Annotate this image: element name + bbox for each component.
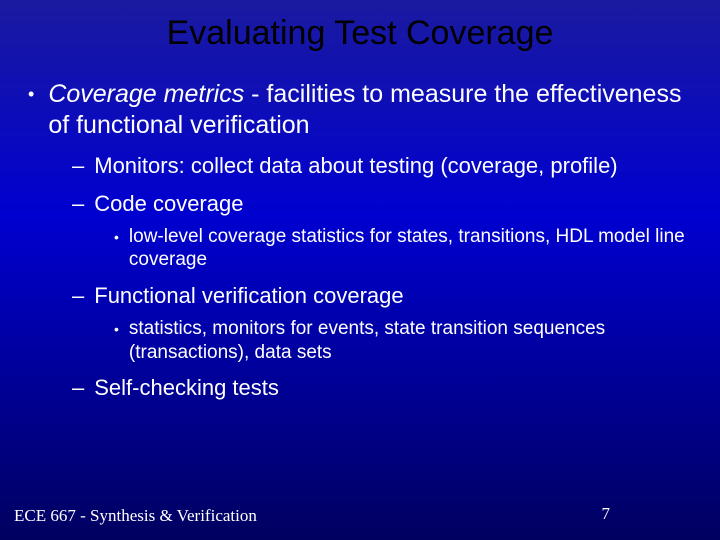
bullet-level2-item: – Monitors: collect data about testing (… [28,152,692,181]
bullet-level2-item: – Functional verification coverage [28,282,692,311]
bullet-level3-item: • statistics, monitors for events, state… [28,317,692,365]
bullet-dot-icon: • [114,225,129,244]
footer-page-number: 7 [602,504,611,524]
dash-icon: – [72,152,94,181]
bullet-level3-text: low-level coverage statistics for states… [129,225,692,273]
slide-title: Evaluating Test Coverage [0,0,720,61]
coverage-metrics-emphasis: Coverage metrics [48,80,244,108]
bullet-level2-item: – Self-checking tests [28,374,692,403]
bullet-level1: • Coverage metrics - facilities to measu… [28,79,692,142]
bullet-level2-text: Functional verification coverage [94,282,403,311]
bullet-level3-text: statistics, monitors for events, state t… [129,317,692,365]
bullet-level2-text: Monitors: collect data about testing (co… [94,152,617,181]
bullet-level2-text: Code coverage [94,190,243,219]
footer-course-label: ECE 667 - Synthesis & Verification [14,506,257,526]
bullet-level1-text: Coverage metrics - facilities to measure… [48,79,692,142]
dash-icon: – [72,374,94,403]
dash-icon: – [72,190,94,219]
slide-content: • Coverage metrics - facilities to measu… [0,61,720,403]
bullet-dot-icon: • [114,317,129,336]
bullet-dot-icon: • [28,79,48,103]
bullet-level2-item: – Code coverage [28,190,692,219]
dash-icon: – [72,282,94,311]
bullet-level3-item: • low-level coverage statistics for stat… [28,225,692,273]
bullet-level2-text: Self-checking tests [94,374,279,403]
